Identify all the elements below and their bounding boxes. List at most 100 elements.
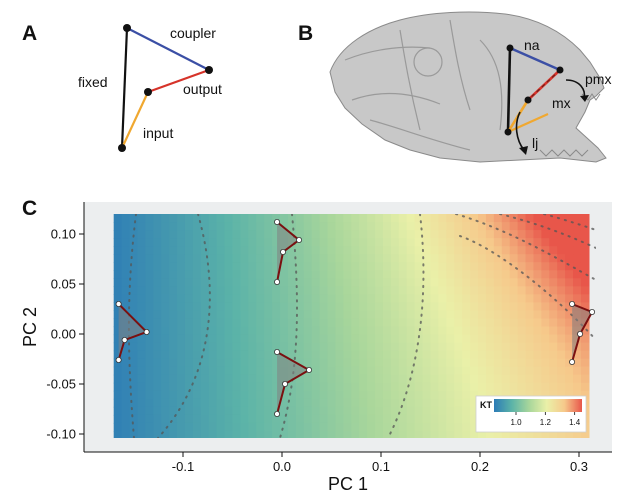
heatmap-cell [351, 350, 360, 360]
heatmap-cell [557, 254, 566, 263]
heatmap-cell [454, 382, 463, 392]
heatmap-cell [113, 286, 123, 295]
heatmap-cell [406, 286, 416, 295]
heatmap-cell [375, 270, 384, 279]
heatmap-cell [493, 214, 503, 223]
heatmap-cell [493, 230, 503, 239]
heatmap-cell [287, 270, 297, 279]
heatmap-cell [454, 430, 463, 438]
heatmap-cell [224, 294, 234, 303]
heatmap-cell [430, 374, 440, 384]
heatmap-cell [200, 366, 210, 376]
heatmap-cell [256, 286, 265, 295]
heatmap-cell [446, 326, 455, 336]
heatmap-cell [517, 238, 527, 247]
heatmap-cell [406, 318, 416, 328]
heatmap-cell [113, 422, 123, 432]
glyph-joint [115, 300, 122, 307]
heatmap-cell [351, 262, 360, 271]
heatmap-cell [208, 286, 218, 295]
heatmap-cell [256, 374, 265, 384]
heatmap-cell [478, 302, 487, 312]
heatmap-cell [311, 254, 321, 263]
heatmap-cell [454, 358, 463, 368]
heatmap-cell [121, 262, 131, 271]
heatmap-cell [184, 302, 194, 312]
heatmap-cell [184, 222, 194, 231]
heatmap-cell [121, 246, 131, 255]
heatmap-cell [438, 262, 447, 271]
heatmap-cell [137, 246, 146, 255]
heatmap-cell [177, 422, 186, 432]
heatmap-cell [541, 374, 550, 384]
heatmap-cell [493, 246, 503, 255]
heatmap-cell [248, 406, 257, 416]
heatmap-cell [430, 262, 440, 271]
heatmap-cell [208, 238, 218, 247]
heatmap-cell [153, 238, 162, 247]
heatmap-cell [533, 334, 542, 344]
heatmap-cell [161, 366, 170, 376]
heatmap-cell [351, 230, 360, 239]
heatmap-cell [232, 270, 242, 279]
heatmap-cell [121, 358, 131, 368]
heatmap-cell [248, 246, 257, 255]
heatmap-cell [335, 374, 344, 384]
heatmap-cell [272, 262, 281, 271]
heatmap-cell [216, 294, 226, 303]
heatmap-cell [327, 326, 337, 336]
heatmap-cell [549, 334, 558, 344]
heatmap-cell [129, 414, 139, 424]
heatmap-cell [580, 214, 590, 223]
heatmap-cell [446, 246, 455, 255]
heatmap-cell [375, 374, 384, 384]
heatmap-cell [121, 422, 131, 432]
heatmap-cell [422, 342, 432, 352]
heatmap-cell [375, 350, 384, 360]
heatmap-cell [525, 382, 535, 392]
heatmap-cell [454, 294, 463, 303]
heatmap-cell [478, 342, 487, 352]
heatmap-cell [208, 294, 218, 303]
heatmap-cell [232, 398, 242, 408]
heatmap-cell [248, 334, 257, 344]
heatmap-cell [145, 398, 154, 408]
heatmap-cell [525, 358, 535, 368]
heatmap-cell [375, 414, 384, 424]
heatmap-cell [192, 398, 202, 408]
heatmap-cell [375, 238, 384, 247]
heatmap-cell [129, 286, 139, 295]
heatmap-cell [192, 286, 202, 295]
heatmap-cell [414, 430, 424, 438]
heatmap-cell [430, 310, 440, 320]
heatmap-cell [382, 382, 392, 392]
heatmap-cell [319, 430, 329, 438]
heatmap-cell [462, 278, 471, 287]
heatmap-cell [565, 222, 574, 231]
heatmap-cell [264, 254, 273, 263]
heatmap-cell [232, 310, 242, 320]
heatmap-cell [367, 262, 376, 271]
heatmap-cell [533, 278, 542, 287]
heatmap-cell [573, 350, 582, 360]
heatmap-cell [280, 278, 289, 287]
heatmap-cell [303, 350, 313, 360]
heatmap-cell [335, 270, 344, 279]
heatmap-cell [557, 374, 566, 384]
heatmap-cell [327, 262, 337, 271]
heatmap-cell [580, 326, 590, 336]
heatmap-cell [470, 422, 479, 432]
heatmap-cell [177, 222, 186, 231]
y-axis-label: PC 2 [20, 307, 40, 347]
heatmap-cell [264, 214, 273, 223]
heatmap-cell [232, 390, 242, 400]
heatmap-cell [295, 214, 305, 223]
heatmap-cell [422, 270, 432, 279]
heatmap-cell [557, 366, 566, 376]
heatmap-cell [216, 342, 226, 352]
heatmap-cell [169, 390, 178, 400]
heatmap-cell [422, 390, 432, 400]
heatmap-cell [184, 286, 194, 295]
coupler-label: coupler [170, 25, 216, 41]
heatmap-cell [319, 350, 329, 360]
